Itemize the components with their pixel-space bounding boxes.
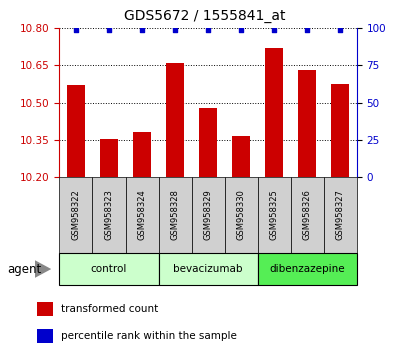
Text: GSM958322: GSM958322: [71, 190, 80, 240]
Bar: [125, 177, 158, 253]
Text: GSM958327: GSM958327: [335, 190, 344, 240]
Text: GSM958328: GSM958328: [170, 190, 179, 240]
Text: GSM958329: GSM958329: [203, 190, 212, 240]
Text: dibenzazepine: dibenzazepine: [269, 264, 344, 274]
Bar: [297, 70, 315, 177]
Text: bevacizumab: bevacizumab: [173, 264, 242, 274]
Polygon shape: [35, 260, 51, 278]
Bar: [92, 177, 125, 253]
Bar: [158, 177, 191, 253]
Text: percentile rank within the sample: percentile rank within the sample: [61, 331, 237, 341]
Text: GDS5672 / 1555841_at: GDS5672 / 1555841_at: [124, 9, 285, 23]
Bar: [133, 132, 151, 177]
Bar: [59, 253, 158, 285]
Bar: [158, 253, 257, 285]
Text: GSM958325: GSM958325: [269, 190, 278, 240]
Text: GSM958324: GSM958324: [137, 190, 146, 240]
Bar: [257, 177, 290, 253]
Text: GSM958326: GSM958326: [302, 190, 311, 240]
Point: [204, 27, 211, 33]
Bar: [191, 177, 224, 253]
Bar: [264, 48, 283, 177]
Text: transformed count: transformed count: [61, 304, 158, 314]
Point: [72, 27, 79, 33]
Bar: [59, 177, 92, 253]
Point: [171, 27, 178, 33]
Point: [270, 27, 277, 33]
Text: GSM958323: GSM958323: [104, 190, 113, 240]
Point: [303, 27, 310, 33]
Text: GSM958330: GSM958330: [236, 190, 245, 240]
Bar: [224, 177, 257, 253]
Bar: [231, 136, 249, 177]
Bar: [37, 329, 53, 343]
Point: [138, 27, 145, 33]
Bar: [198, 108, 217, 177]
Point: [106, 27, 112, 33]
Bar: [330, 84, 348, 177]
Text: agent: agent: [7, 263, 42, 275]
Point: [237, 27, 244, 33]
Bar: [37, 302, 53, 316]
Bar: [67, 85, 85, 177]
Bar: [166, 63, 184, 177]
Bar: [290, 177, 323, 253]
Bar: [100, 138, 118, 177]
Bar: [257, 253, 356, 285]
Point: [336, 27, 343, 33]
Bar: [323, 177, 356, 253]
Text: control: control: [90, 264, 127, 274]
